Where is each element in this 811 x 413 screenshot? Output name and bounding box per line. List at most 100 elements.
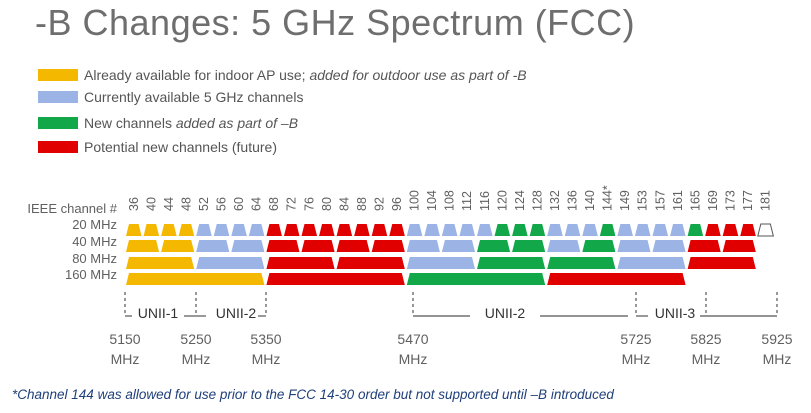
band-segment-blue	[547, 224, 563, 236]
legend-swatch-blue	[38, 91, 78, 103]
band-segment-blue	[231, 224, 247, 236]
channel-number: 96	[390, 197, 404, 211]
band-segment-green	[512, 240, 546, 252]
band-segment-yellow	[126, 257, 195, 269]
band-segment-yellow	[161, 240, 195, 252]
channel-number: 116	[478, 191, 492, 211]
band-segment-red	[687, 240, 721, 252]
legend-item-blue: Currently available 5 GHz channels	[38, 88, 303, 106]
channel-number: 40	[144, 197, 158, 211]
band-segment-red	[283, 224, 300, 236]
channel-number: 169	[706, 190, 720, 211]
legend-swatch-yellow	[38, 69, 78, 81]
band-segment-blue	[670, 224, 686, 236]
legend-item-red: Potential new channels (future)	[38, 138, 277, 156]
legend-swatch-red	[38, 141, 78, 153]
freq-value: 5925	[761, 331, 792, 347]
channel-number: 52	[197, 197, 211, 211]
freq-value: 5350	[250, 331, 281, 347]
band-segment-blue	[477, 224, 493, 236]
channel-number: 92	[372, 197, 386, 211]
band-segment-red	[740, 224, 756, 236]
channel-number: 108	[443, 190, 457, 211]
band-segment-red	[687, 257, 756, 269]
band-segment-green	[529, 224, 546, 236]
band-segment-red	[547, 273, 686, 285]
band-segment-blue	[564, 224, 581, 236]
channel-number: 56	[215, 197, 229, 211]
band-segment-blue	[652, 224, 669, 236]
band-segment-yellow	[126, 240, 160, 252]
unii-label: UNII-2	[216, 305, 257, 321]
band-segment-blue	[634, 224, 651, 236]
band-segment-blue	[196, 257, 265, 269]
channel-number: 60	[232, 197, 246, 211]
band-segment-green	[599, 224, 616, 236]
freq-value: 5725	[620, 331, 651, 347]
band-segment-red	[266, 240, 300, 252]
legend-swatch-green	[38, 117, 78, 129]
band-segment-blue	[406, 240, 440, 252]
band-segment-red	[722, 224, 739, 236]
channel-number: 132	[548, 190, 562, 211]
freq-value: 5150	[109, 331, 140, 347]
freq-unit: MHz	[399, 351, 428, 367]
band-segment-blue	[196, 240, 230, 252]
channel-number: 177	[741, 190, 755, 211]
unii-label: UNII-1	[138, 305, 179, 321]
unii-label: UNII-2	[485, 305, 526, 321]
band-segment-red	[336, 257, 405, 269]
band-segment-red	[301, 224, 318, 236]
band-segment-red	[336, 240, 370, 252]
band-segment-red	[266, 273, 405, 285]
channel-number: 44	[162, 197, 176, 211]
band-segment-green	[547, 257, 616, 269]
band-segment-green	[477, 240, 511, 252]
band-segment-yellow	[178, 224, 195, 236]
band-segment-blue	[441, 240, 475, 252]
unii-label: UNII-3	[655, 305, 696, 321]
band-segment-blue	[617, 257, 686, 269]
band-segment-red	[266, 224, 282, 236]
channel-number: 64	[250, 197, 264, 211]
channel-number: 153	[636, 190, 650, 211]
channel-number: 144*	[601, 185, 615, 211]
channel-number: 104	[425, 190, 439, 211]
band-segment-green	[494, 224, 511, 236]
band-segment-red	[371, 240, 405, 252]
channel-number: 140	[583, 190, 597, 211]
band-segment-white	[757, 223, 774, 237]
legend-label: Currently available 5 GHz channels	[84, 89, 304, 105]
row-label: 40 MHz	[72, 234, 117, 249]
band-segment-blue	[406, 257, 475, 269]
channel-number: 124	[513, 190, 527, 211]
channel-number: 157	[653, 190, 667, 211]
band-segment-red	[722, 240, 756, 252]
row-label: 80 MHz	[72, 251, 117, 266]
channel-number: 136	[566, 190, 580, 211]
band-segment-yellow	[126, 273, 265, 285]
band-segment-blue	[406, 224, 423, 236]
freq-unit: MHz	[252, 351, 281, 367]
row-label: IEEE channel #	[27, 201, 117, 216]
band-segment-red	[354, 224, 370, 236]
legend-label: Potential new channels (future)	[84, 139, 277, 155]
freq-unit: MHz	[182, 351, 211, 367]
band-segment-yellow	[143, 224, 160, 236]
legend-label: Already available for indoor AP use; add…	[84, 67, 527, 83]
band-segment-blue	[617, 224, 633, 236]
row-label: 20 MHz	[72, 217, 117, 232]
channel-number: 181	[759, 190, 773, 211]
channel-number: 161	[671, 190, 685, 211]
band-segment-blue	[231, 240, 265, 252]
band-segment-blue	[652, 240, 686, 252]
band-segment-blue	[196, 224, 212, 236]
channel-number: 68	[267, 197, 281, 211]
channel-number: 72	[285, 197, 299, 211]
channel-number: 84	[337, 197, 351, 211]
band-segment-green	[477, 257, 546, 269]
band-segment-yellow	[126, 224, 142, 236]
legend-item-green: New channels added as part of –B	[38, 114, 298, 132]
legend-label: New channels added as part of –B	[84, 115, 299, 131]
band-segment-red	[371, 224, 388, 236]
